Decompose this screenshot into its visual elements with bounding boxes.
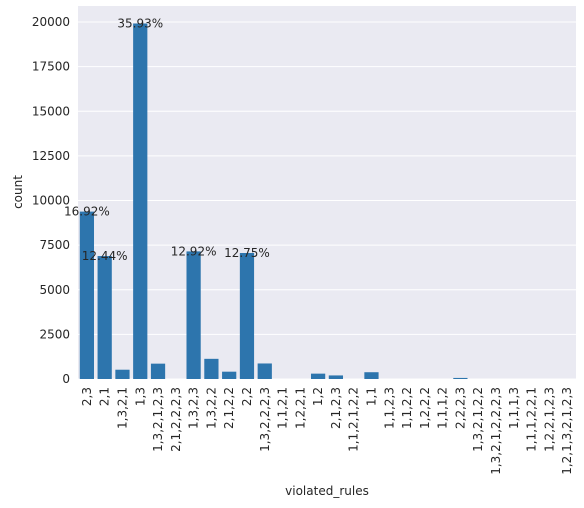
x-tick-label: 1,1,1,2 xyxy=(436,387,450,429)
x-tick-label: 1,3,2,2 xyxy=(204,387,218,429)
bars xyxy=(79,23,468,379)
x-tick-label: 1,1 xyxy=(364,387,378,406)
plot-area xyxy=(78,6,576,379)
bar xyxy=(453,377,468,379)
x-tick-label: 1,1,1,2,2,1 xyxy=(525,387,539,452)
y-tick-label: 12500 xyxy=(32,149,70,163)
bar xyxy=(97,256,112,379)
x-axis-label: violated_rules xyxy=(285,484,369,498)
x-tick-label: 1,3,2,1,2,2,2,3 xyxy=(489,387,503,475)
bar xyxy=(364,372,379,379)
x-tick-label: 1,1,2,3 xyxy=(382,387,396,429)
x-tick-label: 1,1,2,1,2,2 xyxy=(347,387,361,452)
x-tick-label: 2,3 xyxy=(80,387,94,406)
x-tick-label: 1,3,2,2,2,3 xyxy=(258,387,272,452)
y-tick-label: 0 xyxy=(62,372,70,386)
x-tick-label: 1,3,2,1 xyxy=(115,387,129,429)
y-axis-label: count xyxy=(11,175,25,209)
bar xyxy=(79,211,95,379)
x-tick-label: 2,1,2,2 xyxy=(222,387,236,429)
x-tick-label: 2,1,2,3 xyxy=(329,387,343,429)
x-tick-label: 2,2 xyxy=(240,387,254,406)
x-tick-label: 1,1,1,3 xyxy=(507,387,521,429)
data-label: 35.93% xyxy=(117,16,163,30)
data-label: 12.92% xyxy=(171,244,217,258)
x-tick-label: 1,3 xyxy=(133,387,147,406)
data-labels: 16.92% 12.44% 35.93% 12.92% 12.75% xyxy=(64,16,270,263)
y-tick-label: 15000 xyxy=(32,104,70,118)
x-tick-label: 1,2 xyxy=(311,387,325,406)
x-tick-label: 1,1,2,1 xyxy=(276,387,290,429)
data-label: 12.75% xyxy=(224,246,270,260)
x-tick-label: 1,3,2,1,2,3 xyxy=(151,387,165,452)
bar xyxy=(257,363,272,379)
x-tick-label: 1,3,2,1,2,2 xyxy=(471,387,485,452)
bar xyxy=(133,23,148,379)
x-tick-label: 1,1,2,2 xyxy=(400,387,414,429)
y-tick-label: 2500 xyxy=(39,327,70,341)
data-label: 16.92% xyxy=(64,205,110,219)
bar xyxy=(150,363,166,379)
y-tick-label: 17500 xyxy=(32,60,70,74)
bar xyxy=(115,369,130,379)
grid-lines xyxy=(78,21,576,380)
bar xyxy=(204,358,219,379)
y-tick-label: 20000 xyxy=(32,15,70,29)
x-tick-label: 2,1 xyxy=(98,387,112,406)
y-tick-label: 7500 xyxy=(39,238,70,252)
bar xyxy=(222,371,237,379)
data-label: 12.44% xyxy=(82,249,128,263)
bar xyxy=(239,253,255,379)
y-axis-ticks: 0 2500 5000 7500 10000 12500 15000 17500 20000 xyxy=(32,15,70,386)
x-axis-ticks: 2,3 2,1 1,3,2,1 1,3 1,3,2,1,2,3 2,1,2,2,2,3 1,… xyxy=(80,387,574,475)
x-tick-label: 1,2,2,2 xyxy=(418,387,432,429)
x-tick-label: 1,2,2,1,2,3 xyxy=(542,387,556,452)
y-tick-label: 5000 xyxy=(39,283,70,297)
x-tick-label: 2,2,2,3 xyxy=(453,387,467,429)
x-tick-label: 2,1,2,2,2,3 xyxy=(169,387,183,452)
x-tick-label: 1,2,1,3,2,1,2,3 xyxy=(560,387,574,475)
x-tick-label: 1,2,2,1 xyxy=(293,387,307,429)
x-tick-label: 1,3,2,3 xyxy=(187,387,201,429)
bar xyxy=(186,251,201,379)
bar xyxy=(310,373,326,379)
y-tick-label: 10000 xyxy=(32,194,70,208)
bar xyxy=(328,375,344,379)
